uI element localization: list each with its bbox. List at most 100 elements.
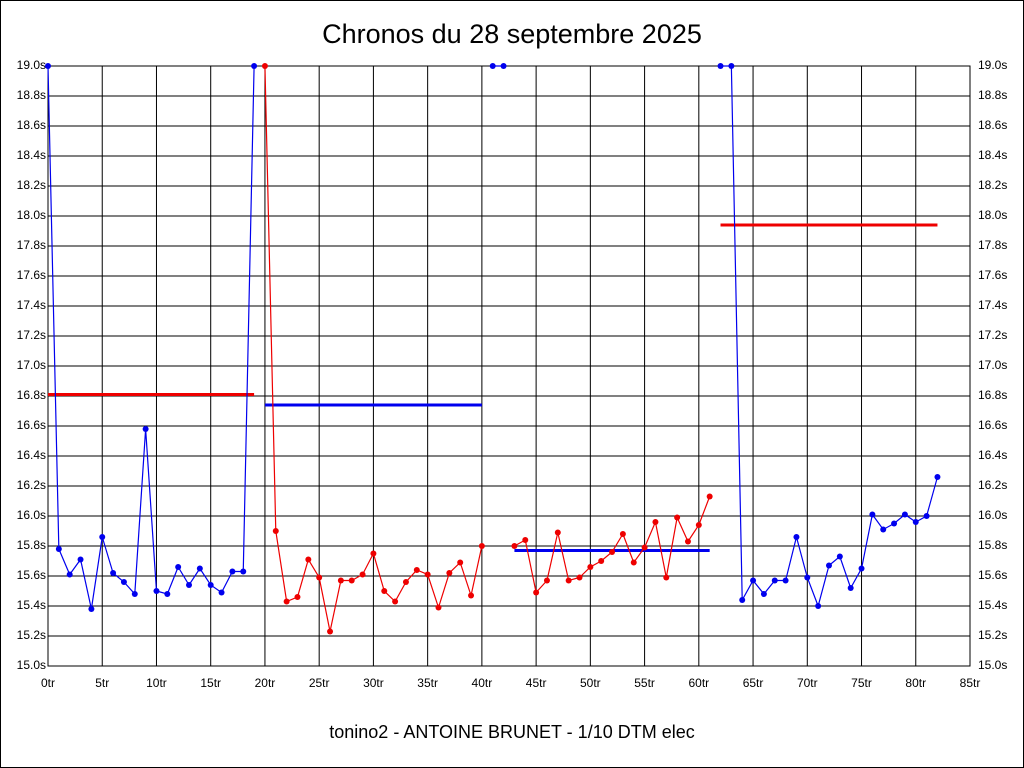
y-tick-label: 16.8s	[17, 388, 46, 402]
data-point	[576, 574, 583, 581]
data-point	[131, 591, 138, 597]
y-tick-label: 15.2s	[17, 628, 46, 642]
y2-tick-label: 16.0s	[978, 508, 1007, 522]
y2-tick-label: 15.2s	[978, 628, 1007, 642]
data-point	[359, 571, 366, 578]
x-tick-label: 45tr	[526, 676, 547, 690]
data-point	[337, 577, 344, 584]
data-point	[272, 528, 279, 534]
y-tick-label: 18.6s	[17, 118, 46, 132]
data-point	[45, 63, 51, 69]
data-point	[66, 571, 73, 578]
y2-tick-label: 18.8s	[978, 88, 1007, 102]
y-tick-label: 18.8s	[17, 88, 46, 102]
data-point	[142, 426, 149, 432]
y2-tick-label: 17.6s	[978, 268, 1007, 282]
data-point	[294, 594, 301, 600]
data-point	[880, 526, 887, 533]
data-point	[55, 546, 62, 552]
x-tick-label: 70tr	[797, 676, 818, 690]
data-point	[446, 570, 453, 576]
data-point	[934, 474, 941, 480]
data-point	[804, 574, 811, 581]
y2-tick-label: 15.8s	[978, 538, 1007, 552]
y2-tick-label: 16.4s	[978, 448, 1007, 462]
data-point	[912, 519, 919, 525]
data-point	[413, 567, 420, 573]
data-point	[630, 559, 637, 566]
y-tick-label: 19.0s	[17, 58, 46, 72]
y2-tick-label: 17.4s	[978, 298, 1007, 312]
data-point	[750, 577, 757, 584]
y2-tick-label: 18.4s	[978, 148, 1007, 162]
y2-tick-label: 15.0s	[978, 658, 1007, 672]
data-point	[565, 577, 572, 584]
data-point	[229, 568, 236, 575]
data-point	[316, 574, 323, 581]
data-point	[196, 565, 203, 572]
data-point	[370, 550, 377, 557]
data-point	[771, 577, 778, 584]
x-tick-label: 40tr	[472, 676, 493, 690]
data-point	[468, 592, 475, 599]
y-tick-label: 16.0s	[17, 508, 46, 522]
chart-title: Chronos du 28 septembre 2025	[322, 19, 702, 49]
data-point	[164, 591, 171, 597]
y2-tick-label: 16.8s	[978, 388, 1007, 402]
data-point	[598, 558, 605, 564]
data-point	[760, 591, 767, 597]
y2-tick-label: 17.2s	[978, 328, 1007, 342]
data-point	[901, 511, 908, 518]
x-tick-label: 60tr	[688, 676, 709, 690]
data-point	[891, 520, 898, 527]
data-point	[327, 628, 334, 635]
data-point	[424, 571, 431, 578]
data-point	[869, 511, 876, 518]
y-tick-label: 17.2s	[17, 328, 46, 342]
y2-tick-label: 16.6s	[978, 418, 1007, 432]
plot-area	[47, 65, 971, 667]
y-tick-label: 17.4s	[17, 298, 46, 312]
data-point	[478, 543, 485, 549]
y2-tick-label: 15.4s	[978, 598, 1007, 612]
data-point	[695, 522, 702, 528]
data-point	[684, 538, 691, 545]
data-point	[522, 537, 529, 543]
x-tick-label: 15tr	[200, 676, 221, 690]
data-point	[641, 544, 648, 551]
y-tick-label: 15.4s	[17, 598, 46, 612]
data-point	[435, 604, 442, 611]
data-point	[207, 582, 214, 588]
y2-tick-label: 19.0s	[978, 58, 1007, 72]
x-tick-label: 5tr	[95, 676, 109, 690]
data-point	[251, 63, 258, 69]
data-point	[305, 556, 312, 563]
data-point	[815, 603, 822, 609]
x-tick-label: 20tr	[255, 676, 276, 690]
x-tick-label: 80tr	[905, 676, 926, 690]
data-point	[706, 493, 713, 500]
y-tick-label: 15.6s	[17, 568, 46, 582]
data-point	[533, 589, 540, 596]
data-point	[283, 598, 290, 605]
data-point	[825, 562, 832, 569]
data-point	[240, 568, 247, 575]
data-point	[218, 589, 225, 596]
data-point	[402, 579, 409, 585]
y-tick-label: 18.0s	[17, 208, 46, 222]
data-point	[674, 514, 681, 521]
data-point	[858, 565, 865, 572]
data-point	[739, 597, 746, 603]
data-point	[153, 588, 160, 594]
y-tick-label: 16.6s	[17, 418, 46, 432]
data-point	[847, 585, 854, 591]
y-tick-label: 15.8s	[17, 538, 46, 552]
x-tick-label: 65tr	[743, 676, 764, 690]
data-point	[99, 534, 106, 540]
y2-tick-label: 18.0s	[978, 208, 1007, 222]
y-tick-label: 18.4s	[17, 148, 46, 162]
data-point	[554, 529, 561, 536]
x-tick-label: 75tr	[851, 676, 872, 690]
